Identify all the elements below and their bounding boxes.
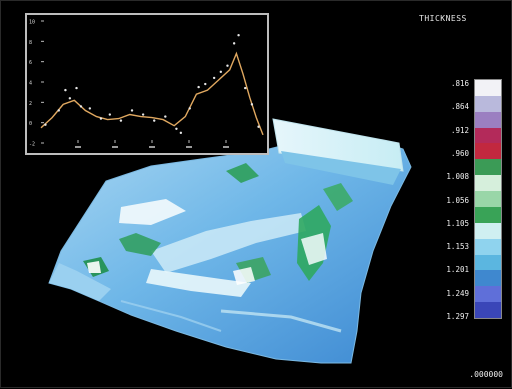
- data-point: [257, 125, 260, 128]
- data-point: [68, 97, 72, 100]
- inset-plot: 10 8 6 4 2 0 -2: [25, 13, 269, 155]
- legend-label: .912: [450, 125, 469, 135]
- y-tick-label: 4: [29, 81, 32, 87]
- legend-swatch: [475, 206, 501, 224]
- thin-patch-white: [87, 261, 101, 273]
- data-point: [179, 131, 183, 135]
- legend-swatch: [475, 302, 501, 319]
- data-point: [226, 64, 229, 67]
- data-point: [75, 86, 78, 90]
- data-point: [219, 70, 223, 74]
- data-point: [99, 117, 103, 120]
- legend-swatch: [475, 238, 501, 256]
- legend-label: 1.201: [446, 265, 469, 275]
- x-tick-label: [186, 146, 192, 148]
- legend-swatch: [475, 254, 501, 271]
- data-point: [141, 113, 145, 116]
- data-point: [44, 123, 47, 126]
- data-point: [64, 88, 67, 92]
- sheet-ridge: [272, 118, 404, 172]
- y-tick-label: 6: [29, 60, 32, 66]
- legend-swatch: [475, 270, 501, 287]
- data-point: [153, 119, 156, 122]
- y-tick-label: 10: [29, 20, 35, 26]
- bottom-fold: [120, 300, 222, 332]
- data-point: [57, 109, 60, 112]
- data-point: [108, 113, 112, 116]
- thickness-highlight-green: [226, 163, 259, 183]
- legend-label: 1.249: [446, 288, 469, 298]
- legend-swatch: [475, 111, 501, 129]
- legend-label: 1.153: [446, 242, 469, 252]
- legend-swatch: [475, 159, 501, 176]
- data-point: [250, 103, 254, 106]
- legend-label: 1.105: [446, 218, 469, 228]
- series-line: [40, 51, 264, 136]
- x-tick-label: [75, 146, 81, 148]
- thin-patch-white: [301, 233, 327, 265]
- inset-chart: 10 8 6 4 2 0 -2: [29, 20, 264, 148]
- scale-minimum-value: .000000: [469, 370, 503, 379]
- data-point: [164, 115, 167, 118]
- legend-label: .816: [450, 79, 469, 88]
- y-tick-label: -2: [29, 142, 35, 148]
- thin-patch-white: [119, 199, 186, 225]
- legend-swatch: [475, 95, 501, 113]
- data-point: [212, 76, 216, 80]
- lower-fold: [146, 269, 251, 297]
- data-point: [119, 119, 123, 122]
- x-tick-label: [112, 146, 118, 148]
- thickness-color-scale: [474, 79, 502, 319]
- legend-swatch: [475, 222, 501, 240]
- x-tick-label: [223, 146, 229, 148]
- data-point: [175, 127, 178, 130]
- legend-swatch: [475, 80, 501, 97]
- legend-swatch: [475, 127, 501, 144]
- legend-swatch: [475, 191, 501, 208]
- data-point: [88, 107, 92, 110]
- legend-label: 1.297: [446, 312, 469, 321]
- legend-swatch: [475, 143, 501, 160]
- data-point: [232, 42, 236, 45]
- thin-patch-white: [233, 267, 255, 285]
- y-tick-label: 0: [29, 121, 32, 127]
- x-tick-label: [149, 146, 155, 148]
- y-tick-label: 8: [29, 40, 32, 46]
- data-point: [197, 85, 200, 89]
- bottom-fold: [220, 309, 342, 333]
- data-point: [79, 105, 83, 108]
- legend-title: THICKNESS: [419, 14, 467, 23]
- legend-label: .864: [450, 102, 469, 112]
- legend-swatch: [475, 175, 501, 192]
- central-trough: [151, 213, 306, 273]
- legend-swatch: [475, 286, 501, 303]
- thickness-highlight-green: [119, 233, 161, 256]
- legend-label: 1.056: [446, 195, 469, 205]
- legend-label: .960: [450, 148, 469, 158]
- thickness-highlight-green: [323, 183, 353, 211]
- y-tick-label: 2: [29, 101, 32, 107]
- data-point: [237, 34, 240, 37]
- sheet-left-edge: [49, 263, 111, 301]
- data-point: [130, 109, 134, 112]
- data-point: [204, 82, 207, 86]
- sheet-ridge-shadow: [281, 151, 401, 185]
- data-point: [188, 107, 191, 110]
- legend-label: 1.008: [446, 172, 469, 182]
- data-point: [244, 86, 247, 90]
